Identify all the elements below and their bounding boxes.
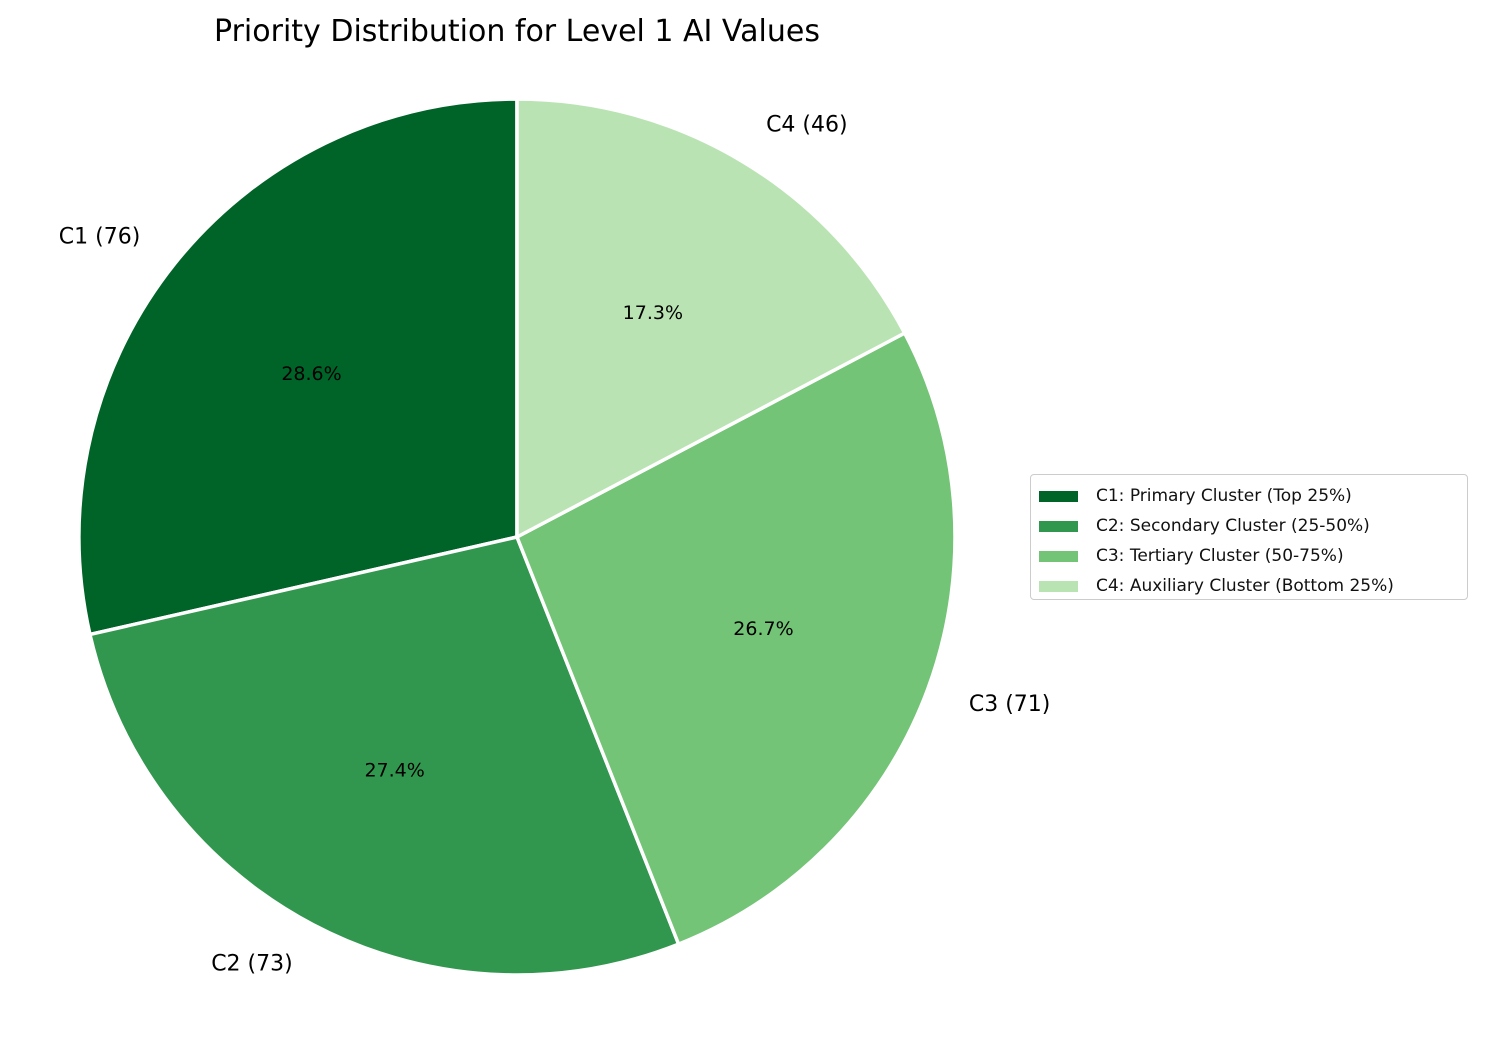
slice-percent-c1: 28.6% [281, 363, 341, 385]
pie-slice-c3 [515, 331, 957, 946]
legend-item-c1: C1: Primary Cluster (Top 25%) [1039, 481, 1467, 511]
slice-label-c2: C2 (73) [211, 951, 293, 976]
legend-item-c4: C4: Auxiliary Cluster (Bottom 25%) [1039, 571, 1467, 601]
slice-outer-labels: C1 (76) C2 (73) C3 (71) C4 (46) [59, 113, 1051, 977]
chart-title: Priority Distribution for Level 1 AI Val… [214, 14, 820, 49]
legend-label-c2: C2: Secondary Cluster (25-50%) [1096, 516, 1370, 536]
legend-label-c3: C3: Tertiary Cluster (50-75%) [1096, 546, 1344, 566]
legend-label-c4: C4: Auxiliary Cluster (Bottom 25%) [1096, 576, 1394, 596]
slice-percent-labels: 28.6% 27.4% 26.7% 17.3% [281, 302, 793, 782]
pie-slice-c2 [88, 535, 681, 977]
slice-percent-c4: 17.3% [623, 302, 683, 324]
legend: C1: Primary Cluster (Top 25%) C2: Second… [1030, 474, 1468, 600]
pie-slice-c1 [77, 97, 519, 637]
legend-swatch-c2 [1039, 520, 1078, 532]
legend-swatch-c3 [1039, 550, 1078, 562]
legend-label-c1: C1: Primary Cluster (Top 25%) [1096, 486, 1352, 506]
legend-swatch-c1 [1039, 490, 1078, 502]
legend-swatch-c4 [1039, 580, 1078, 592]
slice-percent-c2: 27.4% [364, 760, 424, 782]
slice-label-c1: C1 (76) [59, 225, 141, 250]
slice-percent-c3: 26.7% [733, 618, 793, 640]
pie-slice-c4 [515, 97, 907, 539]
legend-item-c2: C2: Secondary Cluster (25-50%) [1039, 511, 1467, 541]
legend-item-c3: C3: Tertiary Cluster (50-75%) [1039, 541, 1467, 571]
slice-label-c4: C4 (46) [766, 113, 848, 138]
slice-label-c3: C3 (71) [969, 692, 1051, 717]
pie-slices [77, 97, 957, 977]
